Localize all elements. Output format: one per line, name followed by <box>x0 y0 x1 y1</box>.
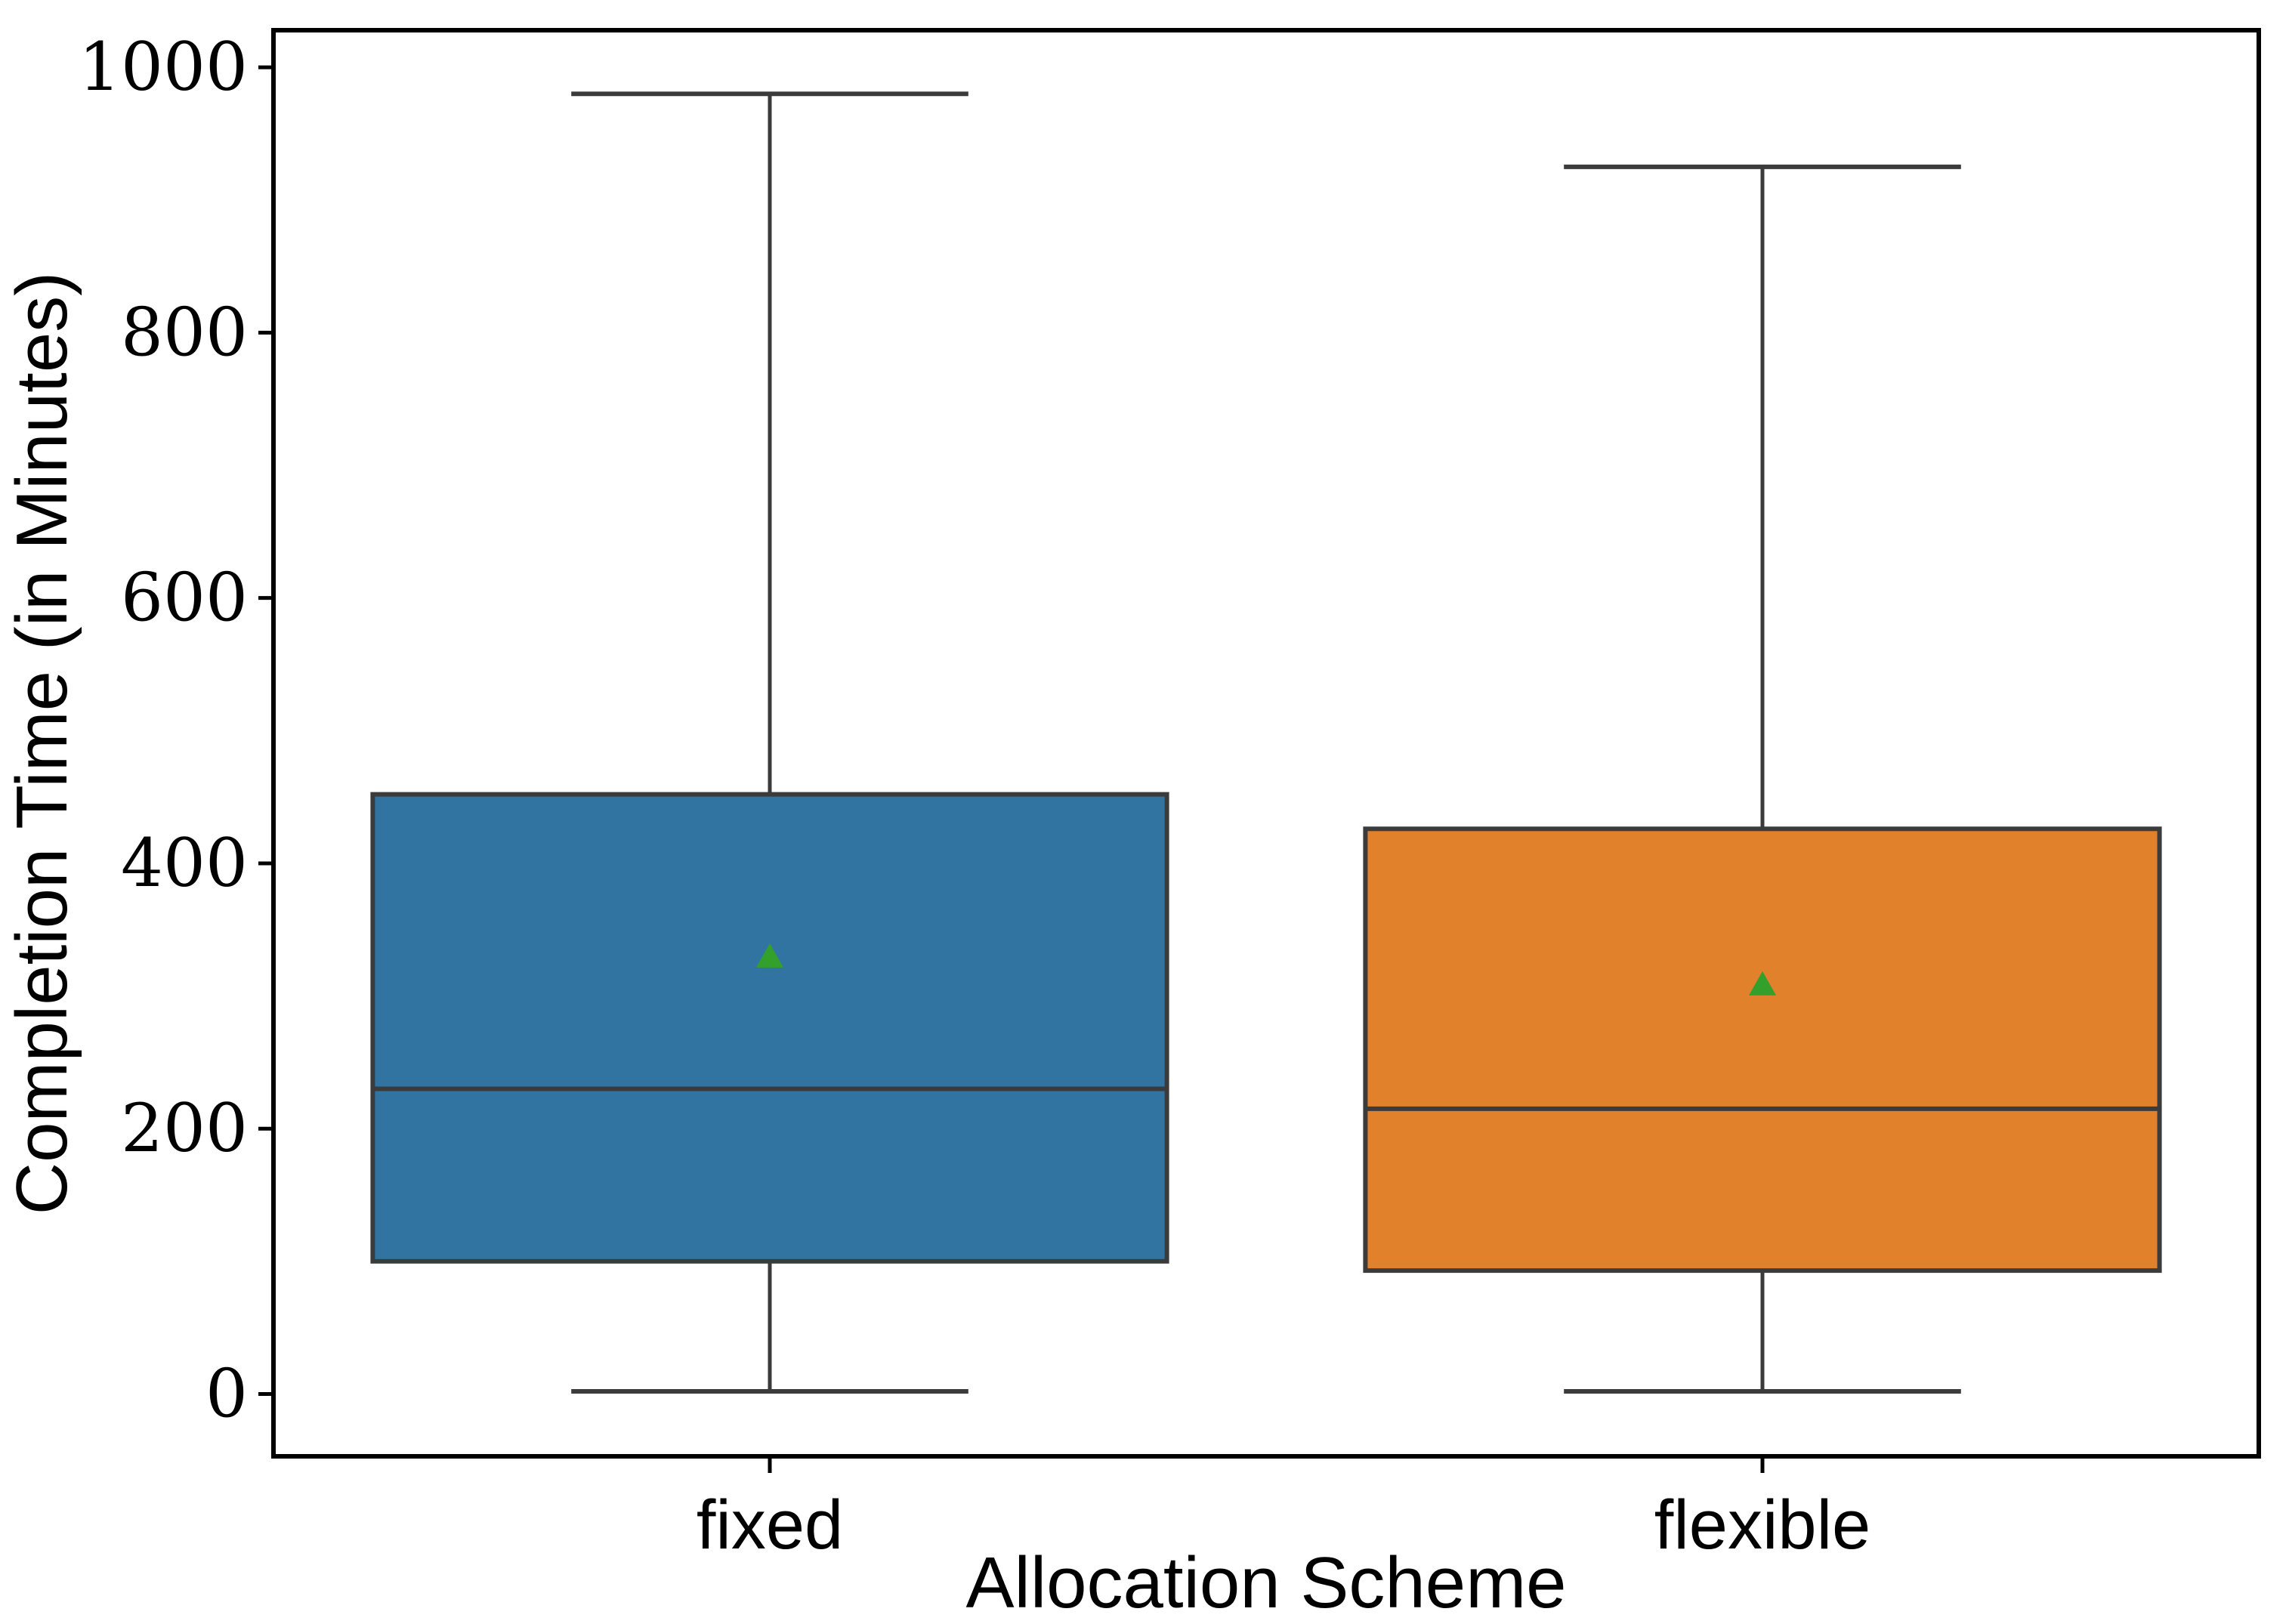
x-tick-label-fixed: fixed <box>697 1487 843 1564</box>
x-tick-label-flexible: flexible <box>1654 1487 1870 1564</box>
mean-marker-flexible <box>1749 971 1776 996</box>
y-tick-label: 400 <box>121 824 248 902</box>
y-tick-label: 600 <box>121 559 248 637</box>
box-flexible <box>1363 826 2162 1274</box>
x-axis-title: Allocation Scheme <box>965 1542 1566 1623</box>
y-tick-label: 0 <box>205 1354 248 1432</box>
y-tick-label: 200 <box>121 1089 248 1167</box>
mean-marker-fixed <box>756 943 783 968</box>
y-tick-label: 800 <box>121 293 248 371</box>
box-fixed <box>370 792 1169 1264</box>
y-axis-title: Completion Time (in Minutes) <box>2 272 82 1215</box>
y-tick-label: 1000 <box>79 28 248 106</box>
plot-area-frame <box>271 28 2261 1459</box>
plot-content: 0 200 400 600 800 1000 fixed flexible <box>79 28 2162 1564</box>
